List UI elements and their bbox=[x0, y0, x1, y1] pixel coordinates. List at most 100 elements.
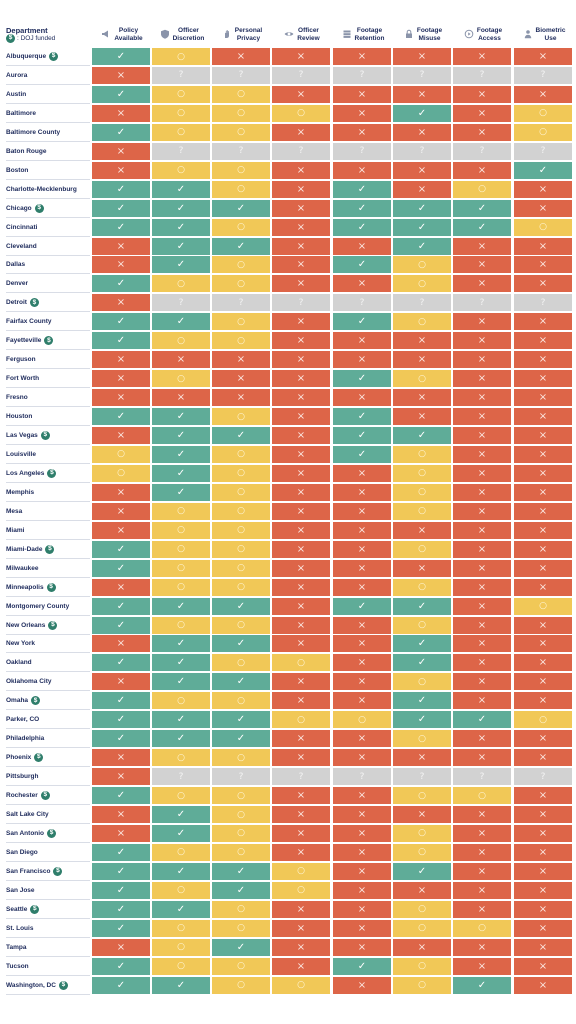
department-name: Parker, CO bbox=[6, 710, 39, 729]
score-cell-met: ✓ bbox=[152, 824, 210, 842]
score-cell-fail: × bbox=[333, 389, 391, 407]
score-cell-met: ✓ bbox=[152, 313, 210, 331]
doj-funded-dollar-icon: $ bbox=[34, 203, 44, 213]
table-row: New York × ✓ ✓ × × ✓ × × bbox=[0, 634, 576, 654]
score-cell-fail: × bbox=[453, 275, 511, 293]
table-row: Fairfax County ✓ ✓ ○ × ✓ ○ × × bbox=[0, 312, 576, 332]
score-cell-na: ? bbox=[272, 142, 330, 160]
score-cell-na: ? bbox=[212, 294, 270, 312]
department-label: Cincinnati bbox=[6, 223, 38, 231]
score-cell-partial: ○ bbox=[212, 521, 270, 539]
column-header-label: Biometric Use bbox=[535, 27, 566, 42]
row-divider bbox=[6, 860, 90, 862]
score-cell-na: ? bbox=[212, 66, 270, 84]
score-cell-fail: × bbox=[333, 749, 391, 767]
score-cell-partial: ○ bbox=[212, 900, 270, 918]
department-name: Miami bbox=[6, 521, 24, 540]
score-cell-fail: × bbox=[514, 673, 572, 691]
score-cell-partial: ○ bbox=[152, 104, 210, 122]
score-cell-partial: ○ bbox=[514, 104, 572, 122]
score-cell-met: ✓ bbox=[92, 919, 150, 937]
score-cell-partial: ○ bbox=[333, 711, 391, 729]
score-cell-fail: × bbox=[453, 445, 511, 463]
score-cell-met: ✓ bbox=[152, 976, 210, 994]
table-row: Chicago $ ✓ ✓ ✓ × ✓ ✓ ✓ × bbox=[0, 199, 576, 218]
department-name: Rochester $ bbox=[6, 786, 50, 805]
score-cell-partial: ○ bbox=[393, 616, 451, 634]
score-cell-fail: × bbox=[272, 843, 330, 861]
department-name: San Francisco $ bbox=[6, 862, 63, 881]
score-cell-fail: × bbox=[514, 919, 572, 937]
score-cell-fail: × bbox=[272, 824, 330, 842]
department-label: Albuquerque bbox=[6, 53, 47, 60]
score-cell-met: ✓ bbox=[152, 445, 210, 463]
row-divider bbox=[6, 595, 90, 597]
score-cell-partial: ○ bbox=[393, 976, 451, 994]
score-cell-na: ? bbox=[152, 142, 210, 160]
score-cell-met: ✓ bbox=[152, 730, 210, 748]
score-cell-partial: ○ bbox=[393, 578, 451, 596]
score-cell-fail: × bbox=[514, 976, 572, 994]
row-divider bbox=[6, 216, 90, 218]
department-name: New York bbox=[6, 634, 35, 653]
table-row: Mesa × ○ ○ × × ○ × × bbox=[0, 502, 576, 521]
score-cell-fail: × bbox=[453, 806, 511, 823]
score-cell-met: ✓ bbox=[92, 711, 150, 729]
score-cell-fail: × bbox=[333, 806, 391, 823]
score-cell-na: ? bbox=[272, 294, 330, 312]
score-cell-partial: ○ bbox=[212, 275, 270, 293]
score-cell-na: ? bbox=[393, 142, 451, 160]
column-header-label: Footage Retention bbox=[354, 27, 385, 42]
score-cell-partial: ○ bbox=[212, 408, 270, 426]
score-cell-fail: × bbox=[514, 389, 572, 407]
table-row: Dallas × ✓ ○ × ✓ ○ × × bbox=[0, 255, 576, 275]
score-cell-fail: × bbox=[453, 824, 511, 842]
score-cell-partial: ○ bbox=[453, 919, 511, 937]
score-cell-partial: ○ bbox=[514, 711, 572, 729]
department-name: Las Vegas $ bbox=[6, 426, 50, 445]
table-row: Philadelphia ✓ ✓ ✓ × × ○ × × bbox=[0, 729, 576, 749]
score-cell-fail: × bbox=[453, 881, 511, 899]
score-cell-fail: × bbox=[333, 900, 391, 918]
score-cell-met: ✓ bbox=[212, 938, 270, 956]
database-icon bbox=[342, 29, 352, 39]
score-cell-fail: × bbox=[453, 370, 511, 388]
score-cell-fail: × bbox=[514, 843, 572, 861]
score-cell-fail: × bbox=[272, 540, 330, 558]
department-column-header: Department bbox=[6, 26, 48, 35]
department-name: Cincinnati bbox=[6, 218, 37, 237]
department-name: Ferguson bbox=[6, 350, 36, 369]
score-cell-na: ? bbox=[212, 768, 270, 786]
row-divider bbox=[6, 652, 90, 654]
department-label: Austin bbox=[6, 90, 27, 98]
department-name: San Diego bbox=[6, 843, 38, 862]
score-cell-fail: × bbox=[272, 123, 330, 141]
score-cell-partial: ○ bbox=[152, 578, 210, 596]
score-cell-fail: × bbox=[272, 464, 330, 482]
score-cell-fail: × bbox=[514, 692, 572, 710]
score-cell-met: ✓ bbox=[92, 218, 150, 236]
row-divider bbox=[6, 917, 90, 919]
score-cell-met: ✓ bbox=[152, 597, 210, 615]
score-cell-partial: ○ bbox=[212, 256, 270, 274]
department-label: Fort Worth bbox=[6, 375, 40, 383]
score-cell-fail: × bbox=[393, 559, 451, 577]
score-cell-fail: × bbox=[92, 521, 150, 539]
score-cell-partial: ○ bbox=[152, 123, 210, 141]
score-cell-partial: ○ bbox=[212, 85, 270, 103]
score-cell-fail: × bbox=[453, 730, 511, 748]
row-divider bbox=[6, 273, 90, 275]
score-cell-fail: × bbox=[272, 938, 330, 956]
row-divider bbox=[6, 747, 90, 749]
column-header-policy-available: Policy Available bbox=[92, 27, 152, 45]
score-cell-fail: × bbox=[453, 123, 511, 141]
score-cell-partial: ○ bbox=[152, 787, 210, 805]
department-name: Oakland bbox=[6, 653, 32, 672]
score-cell-fail: × bbox=[514, 445, 572, 463]
score-cell-fail: × bbox=[453, 256, 511, 274]
department-name: Tampa bbox=[6, 938, 26, 957]
score-cell-fail: × bbox=[514, 824, 572, 842]
row-divider bbox=[6, 65, 90, 66]
score-cell-met: ✓ bbox=[212, 730, 270, 748]
department-name: Austin bbox=[6, 85, 26, 104]
